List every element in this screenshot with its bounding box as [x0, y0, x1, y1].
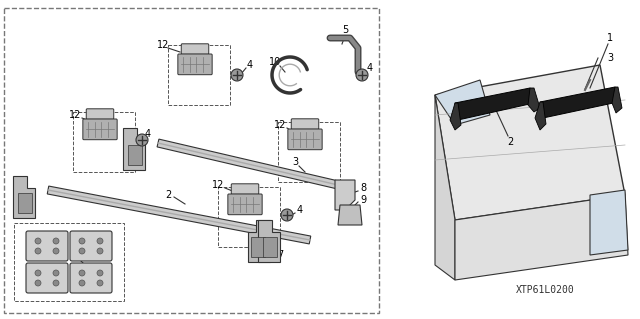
Circle shape: [79, 238, 85, 244]
Text: 4: 4: [367, 63, 373, 73]
FancyBboxPatch shape: [288, 129, 322, 150]
Polygon shape: [47, 186, 311, 244]
Polygon shape: [263, 237, 277, 257]
Circle shape: [53, 270, 59, 276]
Polygon shape: [258, 220, 280, 262]
Polygon shape: [612, 87, 622, 113]
Text: 6: 6: [255, 247, 261, 257]
Text: 7: 7: [277, 250, 283, 260]
FancyBboxPatch shape: [231, 184, 259, 194]
Bar: [4, 8, 379, 313]
Circle shape: [79, 248, 85, 254]
Text: 4: 4: [145, 129, 151, 139]
FancyBboxPatch shape: [26, 263, 68, 293]
Circle shape: [35, 270, 41, 276]
Circle shape: [35, 238, 41, 244]
Polygon shape: [455, 195, 628, 280]
Text: 10: 10: [269, 57, 281, 67]
Circle shape: [231, 69, 243, 81]
Circle shape: [53, 238, 59, 244]
FancyBboxPatch shape: [178, 54, 212, 75]
Circle shape: [35, 248, 41, 254]
Text: 11: 11: [82, 263, 94, 273]
Polygon shape: [335, 180, 355, 210]
Circle shape: [79, 280, 85, 286]
Polygon shape: [128, 145, 142, 165]
Text: 4: 4: [247, 60, 253, 70]
Polygon shape: [435, 65, 625, 220]
FancyBboxPatch shape: [70, 263, 112, 293]
Circle shape: [97, 270, 103, 276]
Polygon shape: [590, 190, 628, 255]
Circle shape: [97, 248, 103, 254]
Polygon shape: [455, 88, 534, 120]
FancyBboxPatch shape: [70, 231, 112, 261]
Circle shape: [136, 134, 148, 146]
Polygon shape: [13, 176, 35, 218]
Text: 8: 8: [360, 183, 366, 193]
FancyBboxPatch shape: [26, 231, 68, 261]
Polygon shape: [435, 80, 490, 125]
Polygon shape: [435, 95, 455, 280]
Text: 12: 12: [212, 180, 224, 190]
Circle shape: [356, 69, 368, 81]
Bar: [73, 112, 135, 172]
Polygon shape: [338, 205, 362, 225]
Text: 4: 4: [297, 205, 303, 215]
FancyBboxPatch shape: [291, 119, 319, 129]
Text: 9: 9: [360, 195, 366, 205]
FancyBboxPatch shape: [83, 119, 117, 140]
FancyBboxPatch shape: [181, 44, 209, 54]
Polygon shape: [535, 102, 546, 130]
Text: 12: 12: [157, 40, 169, 50]
Bar: [14, 223, 124, 301]
Text: 3: 3: [607, 53, 613, 63]
Text: 5: 5: [342, 25, 348, 35]
Bar: [278, 122, 340, 182]
Polygon shape: [251, 237, 265, 257]
Text: 1: 1: [607, 33, 613, 43]
Text: 2: 2: [165, 190, 171, 200]
Text: 2: 2: [507, 137, 513, 147]
Circle shape: [281, 209, 293, 221]
Text: 3: 3: [292, 157, 298, 167]
Bar: [218, 187, 280, 247]
Polygon shape: [157, 139, 339, 189]
Polygon shape: [248, 220, 270, 262]
Bar: [168, 45, 230, 105]
Polygon shape: [528, 88, 540, 112]
Polygon shape: [18, 193, 32, 213]
Circle shape: [79, 270, 85, 276]
Circle shape: [35, 280, 41, 286]
Text: 12: 12: [69, 110, 81, 120]
Polygon shape: [450, 103, 461, 130]
Polygon shape: [123, 128, 145, 170]
Text: 12: 12: [274, 120, 286, 130]
Circle shape: [53, 248, 59, 254]
Circle shape: [97, 238, 103, 244]
Circle shape: [97, 280, 103, 286]
FancyBboxPatch shape: [228, 194, 262, 215]
Text: XTP61L0200: XTP61L0200: [516, 285, 574, 295]
FancyBboxPatch shape: [86, 109, 114, 119]
Circle shape: [53, 280, 59, 286]
Polygon shape: [540, 87, 618, 118]
